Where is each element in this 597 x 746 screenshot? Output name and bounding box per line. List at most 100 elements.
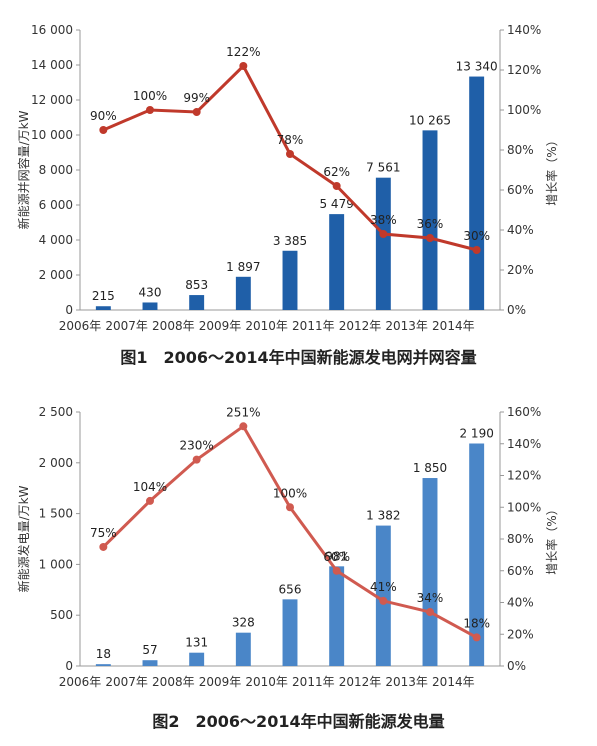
- growth-point: [426, 234, 434, 242]
- growth-data-label: 60%: [323, 550, 350, 564]
- y-tick-left-label: 0: [65, 303, 73, 317]
- figure-2-caption: 图2 2006～2014年中国新能源发电量: [152, 712, 445, 731]
- bar-data-label: 7 561: [366, 161, 400, 175]
- x-tick-label: 2010年: [245, 319, 288, 333]
- bar: [282, 250, 298, 310]
- y-tick-right-label: 60%: [507, 564, 534, 578]
- figure-2: 0 500 1 000 1 500 2 000 2 500 0% 20% 40% 60% 80% 10…: [0, 380, 597, 746]
- growth-point: [332, 182, 341, 190]
- x-tick-label: 2008年: [152, 675, 195, 689]
- y-tick-right-label: 140%: [507, 437, 541, 451]
- growth-point: [286, 503, 294, 512]
- growth-data-label: 30%: [463, 229, 490, 243]
- bar: [422, 478, 438, 666]
- bar-data-label: 656: [279, 582, 302, 596]
- x-tick-label: 2007年: [105, 675, 148, 689]
- growth-data-label: 122%: [226, 45, 260, 59]
- y-tick-left-label: 6 000: [39, 198, 73, 212]
- growth-data-label: 75%: [90, 526, 117, 540]
- growth-data-label: 41%: [370, 580, 397, 594]
- bar: [375, 525, 391, 666]
- y-tick-left-label: 8 000: [39, 163, 73, 177]
- growth-data-label: 251%: [226, 405, 260, 419]
- bar-data-label: 430: [139, 285, 162, 299]
- bar: [142, 302, 158, 310]
- y-tick-right-label: 120%: [507, 63, 541, 77]
- growth-data-label: 78%: [277, 133, 304, 147]
- bar-data-label: 328: [232, 616, 255, 630]
- y-axis-right-title: 增长率（%）: [544, 503, 559, 574]
- y-tick-left-label: 16 000: [31, 23, 73, 37]
- growth-data-label: 18%: [463, 616, 490, 630]
- growth-point: [146, 496, 154, 505]
- growth-point: [472, 246, 481, 254]
- y-tick-left-label: 2 000: [39, 456, 73, 470]
- y-tick-right-label: 100%: [507, 103, 541, 117]
- y-axis-left-title: 新能源发电量/万kW: [16, 485, 31, 592]
- bar-data-label: 57: [142, 643, 157, 657]
- x-tick-label: 2010年: [245, 675, 288, 689]
- y-axis-left-title: 新能源并网容量/万kW: [16, 110, 31, 229]
- x-tick-label: 2009年: [199, 319, 242, 333]
- growth-data-label: 36%: [417, 217, 444, 231]
- y-tick-right-label: 0%: [507, 303, 526, 317]
- growth-point: [99, 126, 108, 134]
- y-tick-right-label: 160%: [507, 405, 541, 419]
- bar: [235, 632, 251, 666]
- growth-data-label: 38%: [370, 213, 397, 227]
- bar-data-label: 853: [185, 278, 208, 292]
- y-tick-right-label: 20%: [507, 627, 534, 641]
- chart-1-svg: 0 2 000 4 000 6 000 8 000 10 000 12 000 14 000 1…: [16, 23, 559, 333]
- x-tick-label: 2011年: [292, 675, 335, 689]
- bar: [469, 76, 485, 310]
- bar: [189, 295, 205, 310]
- bar: [329, 566, 345, 666]
- y-tick-right-label: 40%: [507, 223, 534, 237]
- y-tick-right-label: 40%: [507, 596, 534, 610]
- growth-data-label: 100%: [133, 89, 167, 103]
- figure-1-caption: 图1 2006～2014年中国新能源发电网并网容量: [120, 348, 477, 367]
- growth-point: [192, 108, 201, 116]
- x-tick-label: 2006年: [59, 675, 102, 689]
- bar-data-label: 131: [185, 636, 208, 650]
- y-tick-left-label: 12 000: [31, 93, 73, 107]
- y-tick-left-label: 500: [50, 608, 73, 622]
- x-tick-label: 2014年: [432, 675, 475, 689]
- bar: [329, 214, 345, 310]
- x-tick-label: 2014年: [432, 319, 475, 333]
- x-tick-label: 2013年: [385, 675, 428, 689]
- bar-data-label: 13 340: [456, 60, 498, 74]
- bar-data-label: 5 479: [319, 197, 353, 211]
- bar: [375, 177, 391, 310]
- y-tick-right-label: 0%: [507, 659, 526, 673]
- x-tick-label: 2007年: [105, 319, 148, 333]
- y-tick-left-label: 10 000: [31, 128, 73, 142]
- bar: [142, 660, 158, 666]
- growth-data-label: 62%: [323, 165, 350, 179]
- y-tick-left-label: 2 000: [39, 268, 73, 282]
- y-tick-left-label: 0: [65, 659, 73, 673]
- bar-data-label: 10 265: [409, 113, 451, 127]
- y-tick-right-label: 80%: [507, 532, 534, 546]
- y-axis-right-title: 增长率（%）: [544, 134, 559, 205]
- bar-data-label: 2 190: [459, 426, 493, 440]
- growth-point: [146, 106, 154, 114]
- growth-data-label: 100%: [273, 486, 307, 500]
- figure-1: 0 2 000 4 000 6 000 8 000 10 000 12 000 14 000 1…: [0, 0, 597, 372]
- growth-data-label: 34%: [417, 591, 444, 605]
- y-tick-right-label: 120%: [507, 469, 541, 483]
- bar: [235, 276, 251, 310]
- x-tick-label: 2008年: [152, 319, 195, 333]
- y-tick-right-label: 80%: [507, 143, 534, 157]
- bar: [95, 306, 111, 310]
- y-tick-left-label: 1 500: [39, 507, 73, 521]
- y-tick-right-label: 100%: [507, 500, 541, 514]
- y-tick-left-label: 2 500: [39, 405, 73, 419]
- growth-point: [286, 150, 294, 158]
- growth-data-label: 230%: [180, 439, 214, 453]
- bar-data-label: 3 385: [273, 234, 307, 248]
- bar: [95, 664, 111, 666]
- growth-point: [379, 596, 388, 605]
- bar-data-label: 1 850: [413, 461, 447, 475]
- y-tick-left-label: 14 000: [31, 58, 73, 72]
